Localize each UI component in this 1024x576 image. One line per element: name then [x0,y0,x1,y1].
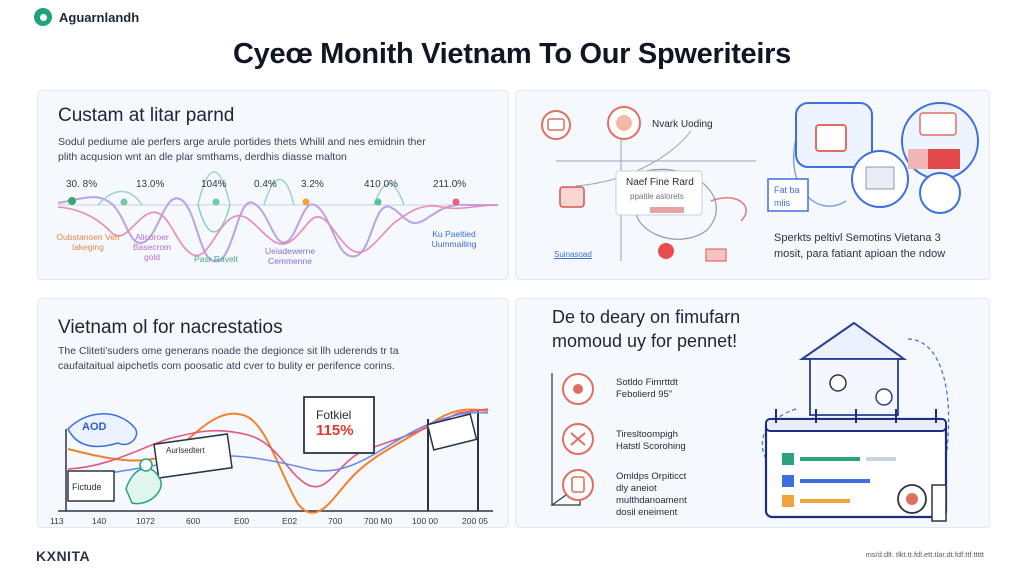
panel-title: Vietnam ol for nacrestatios [58,317,283,338]
chart-label: Ueiadewerne Cemmenne [264,246,316,266]
note-card-label: Aurlsedtert [166,446,205,455]
map-card-title: Naef Fine Rard [626,177,694,188]
axis-tick: 113 [50,516,64,526]
chart-percent: 410 0% [364,179,398,190]
panel-vietnam-trends: Vietnam ol for nacrestatios The Cliteti'… [37,298,509,528]
chart-percent: 0.4% [254,179,277,190]
panel-title-line-1: De to deary on fimufarn [552,307,741,327]
list-item-line-2: dly aneiot [616,483,657,494]
map-card-subtitle: ppatile aslorets [630,192,684,201]
footer-note: ms/d.dlt. tlkt.tt.fdl.ett.tlar.dt.fdf.tt… [865,550,984,559]
map-tag: Fat ba [774,185,800,195]
panel-title-line-2: momoud uy for pennet! [552,331,738,351]
axis-tick: 1072 [136,516,155,526]
dashboard-illustration [550,321,950,522]
list-item-line-1: Omldps Orpiticct [616,471,687,482]
brand-name: Aguarnlandh [59,9,140,25]
chart-label: Ku Paeltied Uummailing [431,229,477,249]
map-caption-line-1: Sperkts peltivl Semotins Vietana 3 [774,232,941,244]
cloud-bubble-label: AOD [82,421,107,433]
map-tag: mlis [774,198,790,208]
map-footer-label: Suinasoad [554,250,592,259]
panel-text-line-2: plith acqusion wnt an dle plar smthams, … [58,151,347,163]
axis-tick: 700 [328,516,343,526]
trend-chart-illustration [58,396,493,514]
map-caption-line-2: mosit, para fatiant apioan the ndow [774,248,946,260]
axis-tick: 700 M0 [364,516,393,526]
chart-percent: 13.0% [136,179,165,190]
chart-percent: 104% [201,179,227,190]
chart-label: Pasr Ravelt [194,254,238,264]
chart-percent: 30. 8% [66,179,98,190]
list-item-line-2: Hatstl Scorohing [616,441,686,452]
axis-tick: 200 05 [462,516,488,526]
page-title: Cyeœ Monith Vietnam To Our Spweriteirs [233,38,791,70]
chart-label: Oubstanoen Veh lakeging [56,232,120,252]
axis-tick: E00 [234,516,250,526]
list-item-line-4: dosil eneiment [616,507,678,518]
list-item-line-1: Sotldo Fimrttdt [616,377,678,388]
axis-tick: 140 [92,516,107,526]
brand: Aguarnlandh [34,8,139,26]
note-box-label: Fictude [72,482,102,492]
list-item-line-2: Febolierd 95" [616,389,673,400]
axis-tick: E02 [282,516,298,526]
footer-logo: KXNITA [36,548,91,564]
highlight-box-value: 115% [316,422,354,439]
panel-text-line-2: caufaitaitual aipchetls com poosatic atd… [58,360,395,372]
axis-tick: 100 00 [412,516,438,526]
panel-text-line-1: Sodul pediume ale perfers arge arule por… [58,136,426,148]
panel-title: Custam at litar parnd [58,105,235,126]
chart-percent: 211.0% [433,179,467,190]
panel-dashboard: De to deary on fimufarn momoud uy for pe… [515,298,990,528]
chart-label: Alicoroer Basecrom gold [132,232,172,262]
wave-chart-illustration [57,171,499,263]
map-node-label: Nvark Uoding [652,119,713,130]
axis-tick: 600 [186,516,201,526]
list-item-line-1: Tiresltoompigh [616,429,678,440]
highlight-box-title: Fotkiel [316,408,352,422]
panel-custam: Custam at litar parnd Sodul pediume ale … [37,90,509,280]
panel-text-line-1: The Cliteti'suders ome generans noade th… [58,345,399,357]
map-illustration [541,102,979,262]
list-item-line-3: multhdanoament [616,495,687,506]
panel-network-map: Nvark Uoding Naef Fine Rard ppatile aslo… [515,90,990,280]
brand-logo-icon [34,8,52,26]
chart-percent: 3.2% [301,179,324,190]
